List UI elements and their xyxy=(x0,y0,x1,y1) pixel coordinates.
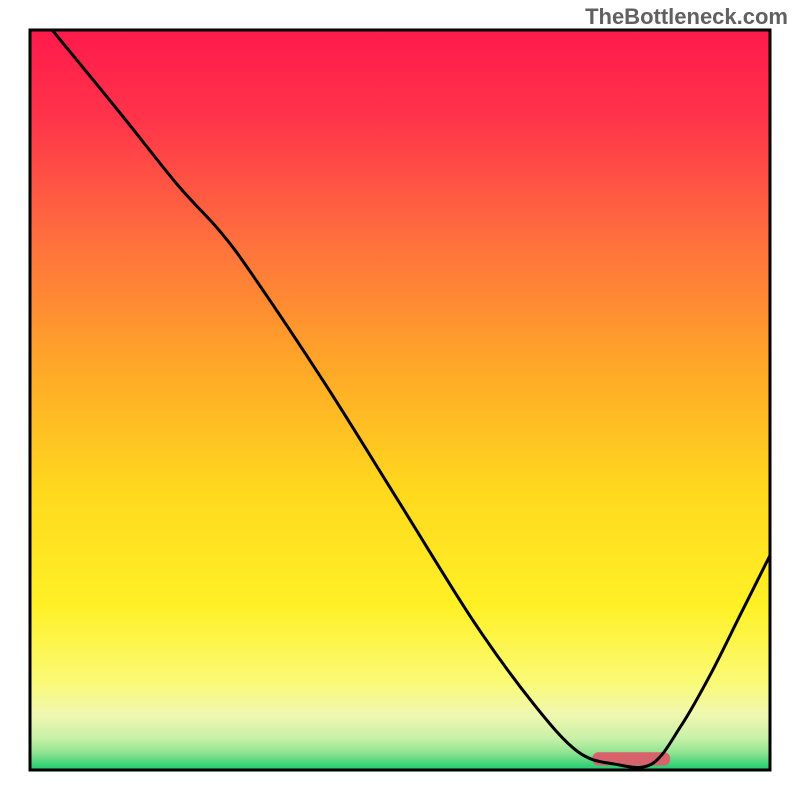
bottleneck-chart xyxy=(0,0,800,800)
watermark-text: TheBottleneck.com xyxy=(585,4,788,30)
chart-container: TheBottleneck.com xyxy=(0,0,800,800)
